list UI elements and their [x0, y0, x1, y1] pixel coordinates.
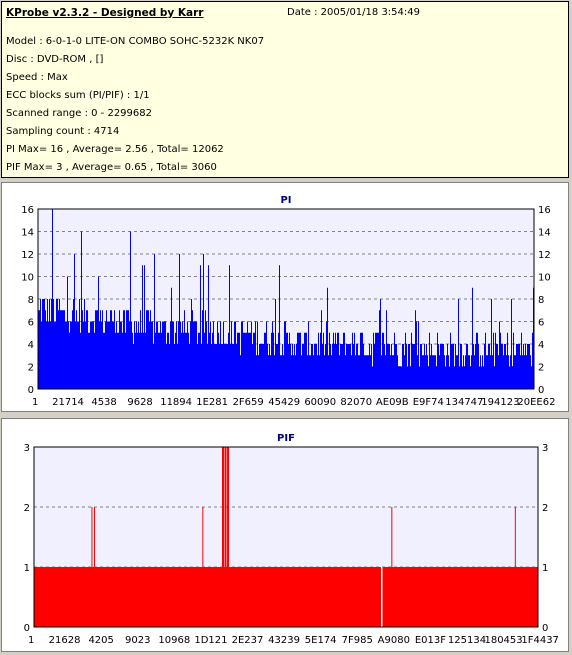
scan-date: Date : 2005/01/18 3:54:49 — [287, 7, 420, 18]
x-tick-label: 43239 — [268, 635, 300, 646]
x-tick-label: 1D121 — [194, 635, 227, 646]
x-tick-label: AE09B — [376, 397, 409, 408]
pif-baseline-block — [34, 567, 538, 627]
y-tick-label-left: 10 — [21, 273, 34, 284]
info-sampling-count: Sampling count : 4714 — [6, 126, 120, 137]
y-tick-label-right: 1 — [542, 563, 548, 574]
chart-title: PI — [280, 195, 291, 206]
x-tick-label: 9023 — [125, 635, 150, 646]
info-pif-stats: PIF Max= 3 , Average= 0.65 , Total= 3060 — [6, 162, 217, 173]
info-speed: Speed : Max — [6, 72, 68, 83]
x-tick-label: 7F985 — [342, 635, 373, 646]
y-tick-label-right: 16 — [538, 205, 551, 216]
pi-chart-panel: 0 0 2 2 4 4 6 6 8 8 10 10 12 12 14 14 16 16 PI 1 21714 4538 96… — [1, 182, 569, 412]
app-title: KProbe v2.3.2 - Designed by Karr — [6, 7, 204, 19]
x-tick-label: 2E237 — [232, 635, 264, 646]
info-model: Model : 6-0-1-0 LITE-ON COMBO SOHC-5232K… — [6, 36, 265, 47]
y-tick-label-left: 8 — [28, 295, 34, 306]
x-tick-label: 2F659 — [233, 397, 264, 408]
x-tick-label: 194123 — [481, 397, 519, 408]
x-tick-label: 180453 — [484, 635, 522, 646]
x-tick-label: 125134 — [448, 635, 486, 646]
x-tick-label: 82070 — [340, 397, 372, 408]
x-tick-label: 10968 — [158, 635, 190, 646]
x-tick-label: 21628 — [49, 635, 81, 646]
y-tick-label-left: 6 — [28, 318, 34, 329]
y-tick-label-right: 14 — [538, 228, 551, 239]
info-ecc-sum: ECC blocks sum (PI/PIF) : 1/1 — [6, 90, 150, 101]
y-tick-label-left: 2 — [24, 503, 30, 514]
y-tick-label-right: 2 — [542, 503, 548, 514]
y-tick-label-left: 16 — [21, 205, 34, 216]
info-pi-stats: PI Max= 16 , Average= 2.56 , Total= 1206… — [6, 144, 224, 155]
y-tick-label-right: 6 — [538, 318, 544, 329]
y-tick-label-left: 12 — [21, 250, 34, 261]
y-tick-label-left: 2 — [28, 363, 34, 374]
y-tick-label-right: 0 — [538, 385, 544, 396]
y-tick-label-left: 0 — [28, 385, 34, 396]
y-tick-label-left: 0 — [24, 623, 30, 634]
y-tick-label-left: 14 — [21, 228, 34, 239]
pif-bars — [34, 447, 538, 627]
x-tick-label: 21714 — [52, 397, 84, 408]
x-tick-label: 4538 — [91, 397, 116, 408]
y-tick-label-left: 3 — [24, 443, 30, 454]
y-tick-label-right: 0 — [542, 623, 548, 634]
y-tick-label-left: 4 — [28, 340, 34, 351]
y-tick-label-right: 12 — [538, 250, 551, 261]
x-tick-label: 1E281 — [196, 397, 228, 408]
x-tick-label: E013F — [415, 635, 446, 646]
y-tick-label-right: 2 — [538, 363, 544, 374]
info-disc: Disc : DVD-ROM , [] — [6, 54, 104, 65]
info-panel: KProbe v2.3.2 - Designed by Karr Date : … — [1, 1, 569, 178]
x-tick-label: 1 — [32, 397, 38, 408]
y-tick-label-right: 10 — [538, 273, 551, 284]
x-tick-label: E9F74 — [413, 397, 444, 408]
pi-chart: 0 0 2 2 4 4 6 6 8 8 10 10 12 12 14 14 16 16 PI 1 21714 4538 96… — [21, 195, 555, 408]
x-tick-label: 4205 — [88, 635, 113, 646]
y-tick-label-right: 4 — [538, 340, 544, 351]
y-tick-label-right: 8 — [538, 295, 544, 306]
x-tick-label: 20EE62 — [517, 397, 555, 408]
x-tick-label: 134747 — [445, 397, 483, 408]
x-tick-label: 1 — [28, 635, 34, 646]
pi-bars — [38, 209, 534, 389]
x-tick-label: 9628 — [127, 397, 152, 408]
x-tick-label: 45429 — [268, 397, 300, 408]
pif-chart-panel: 0 0 1 1 2 2 3 3 PIF 1 21628 4205 9023 10968 1D121 2E237… — [1, 418, 569, 652]
y-tick-label-right: 3 — [542, 443, 548, 454]
chart-title: PIF — [277, 433, 295, 444]
plot-border — [37, 208, 535, 390]
x-tick-label: A9080 — [378, 635, 410, 646]
x-tick-label: 11894 — [160, 397, 192, 408]
y-tick-label-left: 1 — [24, 563, 30, 574]
x-tick-label: 5E174 — [305, 635, 337, 646]
info-scanned-range: Scanned range : 0 - 2299682 — [6, 108, 152, 119]
plot-border — [33, 446, 539, 628]
x-tick-label: 60090 — [304, 397, 336, 408]
x-tick-label: 1F4437 — [521, 635, 559, 646]
